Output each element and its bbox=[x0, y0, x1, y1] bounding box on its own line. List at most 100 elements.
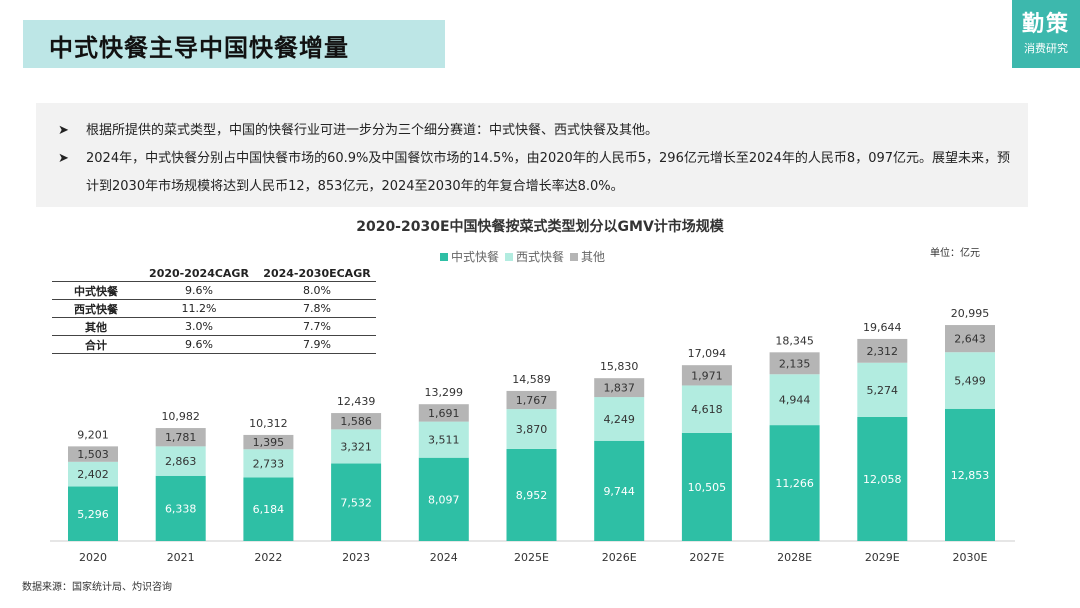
logo: 勤策 消费研究 bbox=[1012, 0, 1080, 68]
bar-segment bbox=[945, 325, 995, 353]
table-header: 2020-2024CAGR 2024-2030ECAGR bbox=[149, 267, 371, 280]
total-label: 10,312 bbox=[249, 417, 288, 430]
bar-segment bbox=[506, 390, 557, 410]
logo-main: 勤策 bbox=[1021, 12, 1070, 37]
data-label: 2,733 bbox=[253, 457, 285, 470]
data-label: 1,395 bbox=[253, 436, 285, 449]
legend-item: 西式快餐 bbox=[505, 248, 564, 265]
bar-segment bbox=[418, 404, 469, 422]
data-label: 6,338 bbox=[165, 502, 197, 515]
bullet-2: ➤ 2024年，中式快餐分别占中国快餐市场的60.9%及中国餐饮市场的14.5%，… bbox=[58, 145, 1018, 201]
x-tick-label: 2028E bbox=[777, 551, 812, 564]
data-label: 12,058 bbox=[863, 473, 902, 486]
source-note: 数据来源：国家统计局、灼识咨询 bbox=[22, 582, 172, 593]
legend-item: 中式快餐 bbox=[440, 248, 499, 265]
total-label: 19,644 bbox=[863, 321, 902, 334]
data-label: 2,135 bbox=[779, 357, 811, 370]
bar-segment bbox=[418, 421, 469, 458]
x-tick-label: 2021 bbox=[167, 551, 195, 564]
page-title: 中式快餐主导中国快餐增量 bbox=[49, 34, 349, 62]
data-label: 7,532 bbox=[340, 496, 372, 509]
unit-label: 单位：亿元 bbox=[930, 248, 980, 259]
chart-title: 2020-2030E中国快餐按菜式类型划分以GMV计市场规模 bbox=[356, 219, 724, 235]
table-row: 合计 9.6% 7.9% bbox=[52, 335, 376, 354]
bar-segment bbox=[331, 463, 382, 541]
bar-segment bbox=[155, 446, 206, 476]
title-bar: 中式快餐主导中国快餐增量 bbox=[23, 20, 445, 68]
bar-segment bbox=[857, 338, 908, 363]
data-label: 1,503 bbox=[77, 448, 109, 461]
arrow-icon: ➤ bbox=[58, 151, 69, 166]
data-label: 10,505 bbox=[688, 481, 727, 494]
bar-segment bbox=[243, 449, 294, 478]
total-label: 15,830 bbox=[600, 360, 639, 373]
x-tick-label: 2022 bbox=[254, 551, 282, 564]
bar-segment bbox=[243, 434, 294, 450]
total-label: 20,995 bbox=[951, 307, 990, 320]
bar-segment bbox=[945, 352, 995, 409]
bar-segment bbox=[506, 409, 557, 449]
data-label: 2,863 bbox=[165, 455, 197, 468]
legend-item: 其他 bbox=[570, 248, 605, 265]
total-label: 13,299 bbox=[425, 386, 464, 399]
logo-sub: 消费研究 bbox=[1024, 42, 1068, 55]
data-label: 4,944 bbox=[779, 394, 811, 407]
bar-segment bbox=[769, 352, 820, 375]
bar-segment bbox=[769, 425, 820, 541]
total-label: 14,589 bbox=[512, 373, 551, 386]
data-label: 1,837 bbox=[603, 382, 635, 395]
bar-segment bbox=[594, 397, 645, 441]
bullet-1: ➤ 根据所提供的菜式类型，中国的快餐行业可进一步分为三个细分赛道：中式快餐、西式快… bbox=[58, 117, 1018, 145]
bar-segment bbox=[594, 440, 645, 541]
data-label: 1,586 bbox=[340, 415, 372, 428]
bar-segment bbox=[945, 408, 995, 541]
data-label: 5,274 bbox=[867, 384, 899, 397]
x-tick-label: 2025E bbox=[514, 551, 549, 564]
x-tick-label: 2029E bbox=[865, 551, 900, 564]
bar-segment bbox=[68, 461, 118, 487]
data-label: 9,744 bbox=[603, 485, 635, 498]
data-label: 12,853 bbox=[951, 469, 990, 482]
data-label: 1,971 bbox=[691, 369, 723, 382]
data-label: 2,312 bbox=[867, 345, 899, 358]
x-tick-label: 2026E bbox=[602, 551, 637, 564]
x-tick-label: 2030E bbox=[953, 551, 988, 564]
bar-segment bbox=[857, 362, 908, 417]
data-label: 8,952 bbox=[516, 489, 548, 502]
data-label: 3,870 bbox=[516, 423, 548, 436]
total-label: 10,982 bbox=[161, 410, 200, 423]
bar-segment bbox=[243, 477, 294, 541]
x-tick-label: 2024 bbox=[430, 551, 458, 564]
bar-segment bbox=[68, 446, 118, 462]
legend: 中式快餐 西式快餐 其他 bbox=[440, 248, 605, 265]
bar-segment bbox=[331, 413, 382, 430]
bar-segment bbox=[68, 486, 118, 541]
table-row: 其他 3.0% 7.7% bbox=[52, 317, 376, 336]
data-label: 1,781 bbox=[165, 431, 197, 444]
bar-segment bbox=[331, 429, 382, 464]
bar-segment bbox=[681, 365, 732, 386]
bar-segment bbox=[506, 448, 557, 541]
data-label: 5,499 bbox=[954, 375, 986, 388]
data-label: 1,691 bbox=[428, 407, 460, 420]
bar-segment bbox=[155, 475, 206, 541]
bar-segment bbox=[681, 385, 732, 433]
total-label: 18,345 bbox=[775, 334, 814, 347]
data-label: 2,402 bbox=[77, 468, 109, 481]
bar-segment bbox=[769, 374, 820, 426]
table-row: 西式快餐 11.2% 7.8% bbox=[52, 299, 376, 318]
x-tick-label: 2020 bbox=[79, 551, 107, 564]
data-label: 11,266 bbox=[775, 477, 814, 490]
data-label: 6,184 bbox=[253, 503, 285, 516]
cagr-table: 2020-2024CAGR 2024-2030ECAGR 中式快餐 9.6% 8.0%… bbox=[52, 266, 376, 354]
bar-segment bbox=[681, 432, 732, 541]
total-label: 17,094 bbox=[688, 347, 727, 360]
bar-segment bbox=[155, 428, 206, 447]
total-label: 12,439 bbox=[337, 395, 376, 408]
x-tick-label: 2023 bbox=[342, 551, 370, 564]
x-tick-label: 2027E bbox=[689, 551, 724, 564]
table-row: 中式快餐 9.6% 8.0% bbox=[52, 281, 376, 300]
data-label: 3,511 bbox=[428, 434, 460, 447]
